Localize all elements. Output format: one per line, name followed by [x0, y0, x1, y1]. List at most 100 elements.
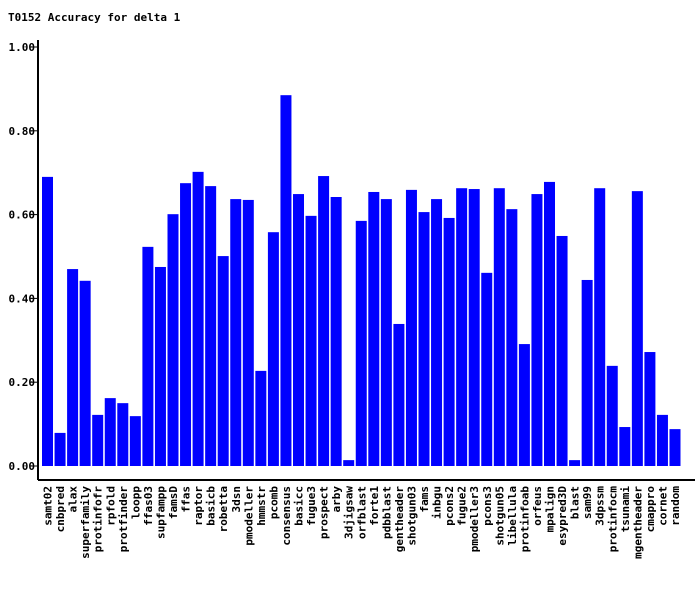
bar: [669, 429, 681, 466]
x-tick-label: shotgun05: [493, 486, 506, 546]
bar: [468, 189, 480, 466]
bar: [92, 414, 104, 466]
bar: [569, 460, 581, 466]
bar: [456, 188, 468, 466]
x-tick-label: random: [669, 486, 682, 526]
x-tick-label: protinfoab: [518, 486, 531, 553]
bar: [293, 194, 304, 466]
bar: [556, 235, 568, 466]
x-tick-label: loopp: [129, 486, 142, 519]
x-tick-label: cornet: [656, 486, 669, 526]
bar: [393, 323, 405, 466]
x-tick-label: pcons2: [443, 486, 456, 526]
x-tick-label: sam99: [581, 486, 594, 519]
bar: [167, 214, 179, 466]
x-tick-label: cnbpred: [54, 486, 67, 532]
bar: [656, 414, 668, 466]
bar: [154, 266, 166, 466]
x-tick-label: famsD: [167, 486, 180, 519]
x-tick-label: protfinder: [117, 486, 130, 553]
x-tick-label: rpfold: [104, 486, 117, 526]
x-tick-label: protinfocm: [606, 486, 619, 553]
bar: [481, 272, 493, 466]
bar: [581, 279, 593, 466]
x-tick-label: supfampp: [154, 486, 167, 539]
bar: [380, 199, 392, 467]
bar: [405, 189, 417, 466]
x-tick-label: mgentheader: [631, 486, 644, 559]
y-tick-label: 0.00: [9, 460, 36, 473]
x-tick-label: ffas03: [142, 486, 155, 526]
y-tick-label: 0.20: [9, 376, 36, 389]
bar: [318, 176, 330, 466]
y-tick-label: 0.80: [9, 125, 36, 138]
bar: [79, 280, 91, 466]
x-tick-label: samt02: [42, 486, 55, 526]
x-tick-label: pcomb: [267, 486, 280, 519]
x-tick-label: fugue3: [305, 486, 318, 526]
x-tick-label: cmappro: [644, 486, 657, 533]
bar: [280, 95, 292, 466]
x-tick-label: 3dpssm: [594, 486, 607, 526]
x-tick-label: basicb: [205, 486, 218, 526]
bar: [594, 188, 606, 466]
x-tick-label: esypred3D: [556, 486, 569, 546]
bar: [443, 217, 455, 466]
bar: [544, 181, 555, 466]
bar: [180, 183, 192, 467]
bar: [506, 209, 518, 466]
chart-title: T0152 Accuracy for delta 1: [8, 11, 181, 24]
bar: [631, 191, 643, 467]
x-tick-label: robetta: [217, 486, 230, 532]
bar: [67, 269, 79, 466]
bar: [531, 194, 543, 466]
bar: [192, 171, 204, 466]
x-tick-label: tsunami: [619, 486, 632, 533]
bar: [418, 212, 430, 466]
x-tick-label: hmmstr: [255, 486, 268, 526]
bar: [368, 191, 380, 466]
x-tick-label: forte1: [368, 486, 381, 526]
bar: [518, 344, 530, 466]
x-tick-label: superfamily: [79, 486, 92, 559]
bar: [343, 460, 355, 466]
x-tick-label: 3dsn: [230, 486, 243, 513]
x-tick-label: pcons3: [481, 486, 494, 526]
y-tick-label: 0.40: [9, 292, 36, 305]
bar: [431, 199, 443, 467]
bar: [606, 365, 618, 466]
x-tick-label: gentheader: [393, 486, 406, 553]
bar: [104, 398, 116, 466]
x-tick-label: shotgun03: [405, 486, 418, 546]
bar: [493, 188, 505, 466]
bar: [230, 199, 242, 467]
x-tick-label: pdbblast: [380, 486, 393, 539]
x-tick-label: orfblast: [355, 486, 368, 539]
x-tick-label: consensus: [280, 486, 293, 546]
bar: [129, 416, 141, 466]
x-tick-label: basicc: [293, 486, 306, 526]
x-tick-label: inbgu: [431, 486, 444, 519]
bar: [117, 403, 129, 466]
x-tick-label: fams: [418, 486, 431, 513]
bar: [255, 370, 267, 466]
x-tick-label: pmodeller3: [468, 486, 481, 552]
bar: [142, 246, 154, 466]
x-tick-label: protinfofr: [92, 486, 105, 553]
x-tick-label: arby: [330, 486, 343, 513]
x-tick-label: prospect: [318, 486, 331, 539]
x-tick-label: mpalign: [544, 486, 557, 532]
bar: [267, 232, 279, 466]
bar: [217, 256, 229, 466]
bar: [205, 186, 217, 466]
x-tick-label: blast: [569, 486, 582, 519]
x-tick-label: ffas: [180, 486, 193, 513]
y-tick-label: 0.60: [9, 209, 36, 222]
x-tick-label: 3djigsaw: [343, 486, 356, 539]
bar: [305, 215, 317, 466]
x-tick-label: pmodeller: [242, 486, 255, 546]
bar: [242, 199, 254, 466]
bar: [644, 352, 656, 466]
